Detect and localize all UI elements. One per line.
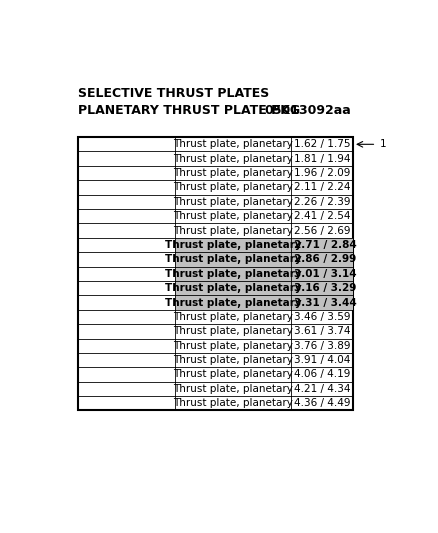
Text: Thrust plate, planetary: Thrust plate, planetary xyxy=(165,240,301,250)
Text: 1.96 / 2.09: 1.96 / 2.09 xyxy=(294,168,350,178)
Text: Thrust plate, planetary: Thrust plate, planetary xyxy=(173,384,293,394)
Bar xyxy=(175,295,353,310)
Text: 4.06 / 4.19: 4.06 / 4.19 xyxy=(294,369,350,379)
Text: Thrust plate, planetary: Thrust plate, planetary xyxy=(173,369,293,379)
Bar xyxy=(175,266,353,281)
Text: Thrust plate, planetary: Thrust plate, planetary xyxy=(173,182,293,192)
Bar xyxy=(175,252,353,266)
Text: Thrust plate, planetary: Thrust plate, planetary xyxy=(173,197,293,207)
Text: Thrust plate, planetary: Thrust plate, planetary xyxy=(173,139,293,149)
Text: 2.11 / 2.24: 2.11 / 2.24 xyxy=(294,182,351,192)
Text: PLANETARY THRUST PLATE PKG: PLANETARY THRUST PLATE PKG xyxy=(78,103,300,117)
Text: Thrust plate, planetary: Thrust plate, planetary xyxy=(165,297,301,308)
Text: Thrust plate, planetary: Thrust plate, planetary xyxy=(173,312,293,322)
Text: 3.01 / 3.14: 3.01 / 3.14 xyxy=(294,269,357,279)
Text: Thrust plate, planetary: Thrust plate, planetary xyxy=(165,254,301,264)
Text: 3.91 / 4.04: 3.91 / 4.04 xyxy=(294,355,350,365)
Text: 1.62 / 1.75: 1.62 / 1.75 xyxy=(294,139,351,149)
Text: 1.81 / 1.94: 1.81 / 1.94 xyxy=(294,154,351,164)
Text: Thrust plate, planetary: Thrust plate, planetary xyxy=(173,326,293,336)
Text: 2.56 / 2.69: 2.56 / 2.69 xyxy=(294,225,351,236)
Text: 1: 1 xyxy=(379,139,386,149)
Text: SELECTIVE THRUST PLATES: SELECTIVE THRUST PLATES xyxy=(78,87,269,100)
Text: 2.86 / 2.99: 2.86 / 2.99 xyxy=(294,254,357,264)
Text: 4.36 / 4.49: 4.36 / 4.49 xyxy=(294,398,351,408)
Text: Thrust plate, planetary: Thrust plate, planetary xyxy=(173,341,293,351)
Text: 2.41 / 2.54: 2.41 / 2.54 xyxy=(294,211,351,221)
Text: Thrust plate, planetary: Thrust plate, planetary xyxy=(165,269,301,279)
Text: 3.16 / 3.29: 3.16 / 3.29 xyxy=(294,283,357,293)
Text: 3.31 / 3.44: 3.31 / 3.44 xyxy=(294,297,357,308)
Text: Thrust plate, planetary: Thrust plate, planetary xyxy=(173,398,293,408)
Text: 3.61 / 3.74: 3.61 / 3.74 xyxy=(294,326,351,336)
Text: Thrust plate, planetary: Thrust plate, planetary xyxy=(173,211,293,221)
Text: Thrust plate, planetary: Thrust plate, planetary xyxy=(165,283,301,293)
Bar xyxy=(175,281,353,295)
Bar xyxy=(78,137,353,410)
Text: 05013092aa: 05013092aa xyxy=(265,103,352,117)
Text: 3.76 / 3.89: 3.76 / 3.89 xyxy=(294,341,351,351)
Text: 3.46 / 3.59: 3.46 / 3.59 xyxy=(294,312,351,322)
Text: Thrust plate, planetary: Thrust plate, planetary xyxy=(173,154,293,164)
Text: 2.26 / 2.39: 2.26 / 2.39 xyxy=(294,197,351,207)
Text: 4.21 / 4.34: 4.21 / 4.34 xyxy=(294,384,351,394)
Text: Thrust plate, planetary: Thrust plate, planetary xyxy=(173,168,293,178)
Text: 2.71 / 2.84: 2.71 / 2.84 xyxy=(294,240,357,250)
Text: Thrust plate, planetary: Thrust plate, planetary xyxy=(173,225,293,236)
Bar xyxy=(175,238,353,252)
Text: Thrust plate, planetary: Thrust plate, planetary xyxy=(173,355,293,365)
